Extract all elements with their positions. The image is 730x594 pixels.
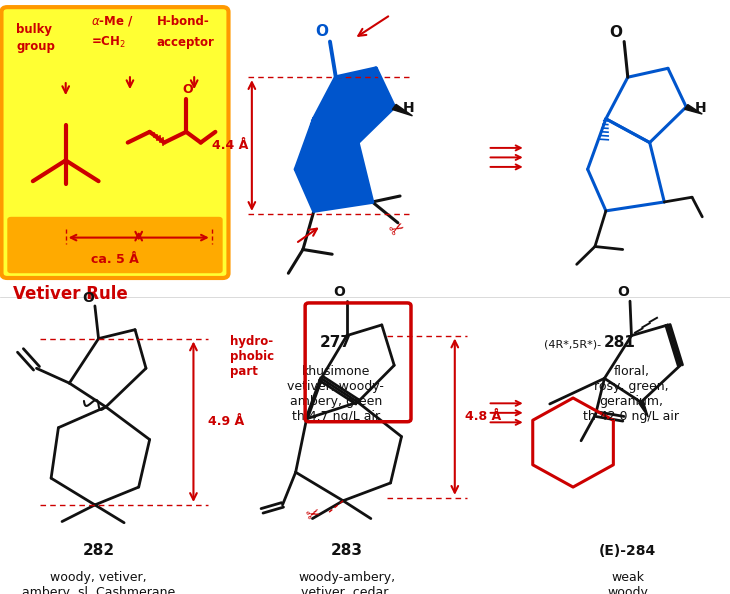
Text: 4.4 Å: 4.4 Å <box>212 139 248 152</box>
Text: khusimone
vetiver, woody-
ambery, green
th 4.7 ng/L air: khusimone vetiver, woody- ambery, green … <box>288 365 384 424</box>
Text: ✂: ✂ <box>303 503 322 525</box>
Polygon shape <box>685 105 702 114</box>
Text: 281: 281 <box>604 336 636 350</box>
Text: weak
woody
th 120 ng/L air: weak woody th 120 ng/L air <box>582 571 674 594</box>
Text: floral,
rosy, green,
geranium,
th 42.0 ng/L air: floral, rosy, green, geranium, th 42.0 n… <box>583 365 680 424</box>
Polygon shape <box>639 402 648 417</box>
Polygon shape <box>296 119 372 211</box>
Text: 282: 282 <box>82 544 115 558</box>
Text: H: H <box>695 100 707 115</box>
Text: woody, vetiver,
ambery, sl. Cashmerane
th 3.2 (l) / 2.2 (u) ng/L air: woody, vetiver, ambery, sl. Cashmerane t… <box>19 571 178 594</box>
Text: O: O <box>617 285 629 299</box>
Text: ✂: ✂ <box>387 219 409 242</box>
Text: O: O <box>82 290 94 305</box>
Text: =CH$_2$: =CH$_2$ <box>91 35 126 50</box>
Text: 277: 277 <box>320 336 352 350</box>
Text: woody-ambery,
vetiver, cedar,
orris: woody-ambery, vetiver, cedar, orris <box>298 571 396 594</box>
Text: 283: 283 <box>331 544 363 558</box>
Text: (E)-284: (E)-284 <box>599 544 656 558</box>
Text: 4.8 Å: 4.8 Å <box>465 410 502 423</box>
Text: bulky: bulky <box>16 23 52 36</box>
FancyBboxPatch shape <box>1 7 228 278</box>
Text: (4R*,5R*)-: (4R*,5R*)- <box>544 340 601 349</box>
Text: O: O <box>610 25 623 40</box>
Text: H: H <box>403 100 415 115</box>
Polygon shape <box>392 105 412 116</box>
Text: Vetiver Rule: Vetiver Rule <box>13 285 128 303</box>
Polygon shape <box>314 68 394 143</box>
Text: H-bond-: H-bond- <box>157 15 210 28</box>
Text: O: O <box>182 83 193 96</box>
Text: 4.9 Å: 4.9 Å <box>208 415 245 428</box>
FancyBboxPatch shape <box>7 217 223 273</box>
Text: ca. 5 Å: ca. 5 Å <box>91 253 139 266</box>
Text: O: O <box>315 24 328 39</box>
Text: acceptor: acceptor <box>157 36 215 49</box>
Text: group: group <box>16 40 55 53</box>
Text: $\alpha$-Me /: $\alpha$-Me / <box>91 14 134 29</box>
Text: hydro-
phobic
part: hydro- phobic part <box>230 335 274 378</box>
Text: O: O <box>334 285 345 299</box>
